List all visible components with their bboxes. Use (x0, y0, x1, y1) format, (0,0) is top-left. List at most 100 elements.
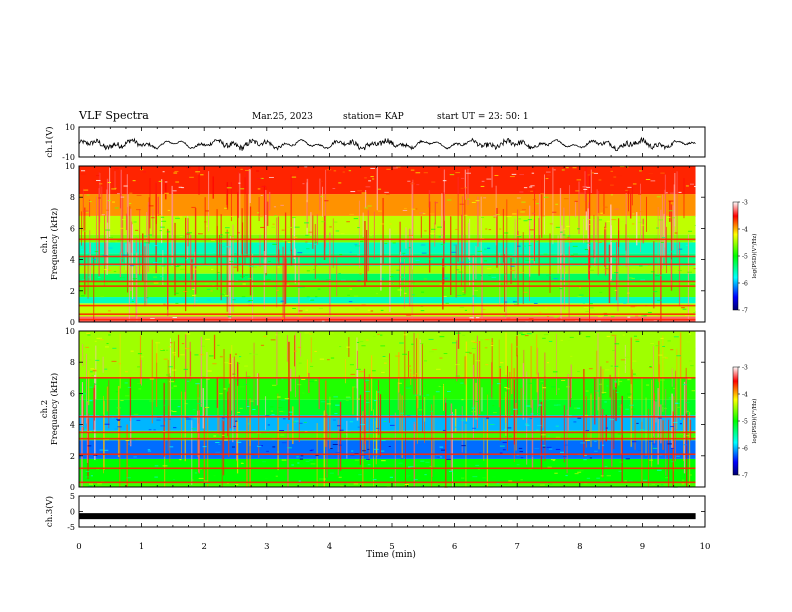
spectrogram-streak (443, 383, 445, 411)
spectrogram-speckle (406, 314, 412, 316)
spectrogram-streak (146, 211, 148, 305)
spectrogram-speckle (209, 355, 214, 357)
spectrogram-speckle (630, 306, 635, 308)
x-tick-label: 10 (700, 542, 711, 552)
spectrogram-speckle (545, 171, 551, 173)
spectrogram-speckle (428, 338, 434, 340)
spectrogram-streak (310, 212, 312, 236)
spectrogram-speckle (319, 358, 325, 360)
x-tick-label: 5 (389, 542, 394, 552)
spectrogram-speckle (545, 178, 549, 180)
spectrogram-speckle (176, 265, 181, 267)
spectrogram-speckle (226, 246, 231, 248)
spectrogram-streak (625, 224, 627, 251)
spectrogram-speckle (353, 218, 359, 220)
spectrogram-speckle (609, 419, 614, 421)
spectrogram-speckle (388, 445, 391, 447)
spectrogram-speckle (539, 454, 545, 456)
spectrogram-speckle (496, 383, 501, 385)
spectrogram-speckle (398, 462, 403, 464)
spectrogram-speckle (483, 197, 487, 199)
spectrogram-speckle (349, 213, 354, 215)
spectrogram-speckle (552, 371, 558, 373)
spectrogram-speckle (656, 227, 659, 229)
spectrogram-streak (624, 344, 626, 374)
spectrogram-speckle (614, 259, 618, 261)
spectrogram-speckle (681, 483, 685, 485)
spectrogram-line (79, 437, 696, 440)
spectrogram-speckle (650, 271, 655, 273)
spectrogram-speckle (638, 193, 642, 195)
spectrogram-speckle (552, 211, 557, 213)
spectrogram-speckle (382, 357, 388, 359)
spectrogram-speckle (101, 214, 106, 216)
spectrogram-speckle (329, 472, 334, 474)
spectrogram-speckle (682, 384, 687, 386)
spectrogram-streak (596, 189, 598, 238)
spectrogram-speckle (204, 480, 209, 482)
spectrogram-streak (237, 362, 239, 386)
spectrogram-streak (520, 387, 522, 413)
spectrogram-speckle (206, 378, 210, 380)
spectrogram-speckle (150, 318, 155, 320)
spectrogram-speckle (196, 173, 200, 175)
spectrogram-streak (419, 339, 421, 396)
spectrogram-speckle (237, 362, 240, 364)
spectrogram-speckle (566, 225, 570, 227)
spectrogram-speckle (100, 296, 105, 298)
spectrogram-streak (266, 201, 269, 227)
spectrogram-speckle (424, 308, 427, 310)
spectrogram-speckle (381, 278, 384, 280)
spectrogram-speckle (522, 245, 526, 247)
spectrogram-speckle (649, 366, 652, 368)
spectrogram-speckle (86, 194, 90, 196)
spectrogram-speckle (619, 166, 625, 168)
spectrogram-speckle (613, 176, 617, 178)
spectrogram-speckle (170, 342, 173, 344)
spectrogram-streak (278, 249, 280, 266)
spectrogram-speckle (615, 391, 619, 393)
spectrogram-speckle (260, 177, 264, 179)
spectrogram-streak (236, 420, 239, 474)
spectrogram-speckle (503, 483, 509, 485)
spectrogram-streak (465, 423, 467, 487)
spectrogram-speckle (173, 354, 176, 356)
x-tick-label: 6 (452, 542, 457, 552)
spectrogram-speckle (244, 365, 248, 367)
spectrogram-speckle (662, 405, 667, 407)
spectrogram-streak (358, 200, 360, 269)
spectrogram-speckle (519, 451, 523, 453)
spectrogram-speckle (277, 332, 281, 334)
spectrogram-speckle (229, 260, 234, 262)
spectrogram-line (79, 481, 696, 484)
spectrogram-speckle (206, 288, 211, 290)
spectrogram-speckle (426, 394, 430, 396)
spectrogram-speckle (633, 373, 636, 375)
spectrogram-speckle (629, 480, 633, 482)
spectrogram-streak (559, 188, 562, 270)
spectrogram-streak (135, 237, 137, 318)
spectrogram-speckle (168, 346, 172, 348)
spectrogram-streak (155, 183, 157, 224)
spectrogram-speckle (664, 199, 668, 201)
y-tick-label: 0 (70, 483, 75, 492)
panel-frame (78, 495, 706, 528)
spectrogram-speckle (268, 260, 271, 262)
spectrogram-speckle (137, 382, 141, 384)
spectrogram-speckle (93, 460, 98, 462)
spectrogram-speckle (276, 290, 279, 292)
spectrogram-speckle (218, 242, 223, 244)
spectrogram-streak (129, 206, 131, 244)
spectrogram-streak (506, 365, 508, 451)
spectrogram-speckle (404, 483, 409, 485)
spectrogram-speckle (233, 425, 237, 427)
spectrogram-streak (171, 192, 174, 264)
spectrogram-speckle (423, 172, 428, 174)
spectrogram-streak (306, 202, 308, 228)
spectrogram-speckle (202, 446, 207, 448)
spectrogram-speckle (86, 401, 89, 403)
spectrogram-speckle (297, 384, 302, 386)
spectrogram-speckle (314, 241, 318, 243)
spectrogram-streak (352, 386, 354, 415)
spectrogram-speckle (404, 292, 407, 294)
